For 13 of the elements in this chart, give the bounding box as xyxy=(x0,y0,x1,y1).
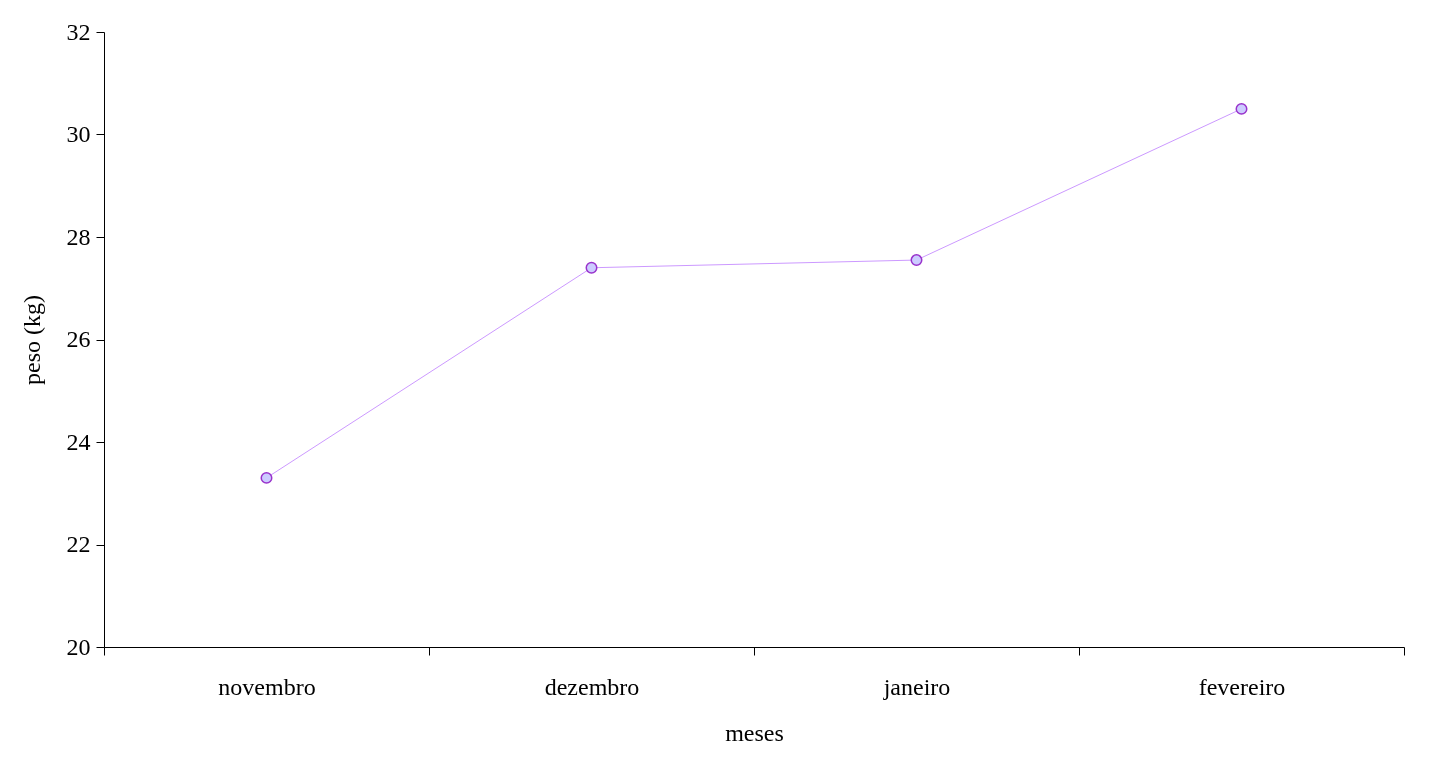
y-tick-label: 30 xyxy=(66,121,91,147)
y-tick-label: 26 xyxy=(66,326,91,352)
y-tick-label: 28 xyxy=(66,223,91,250)
x-tick-label: dezembro xyxy=(544,673,640,700)
x-tick-label: novembro xyxy=(218,673,316,700)
x-tick-label: fevereiro xyxy=(1198,673,1286,700)
y-tick-label: 32 xyxy=(66,18,91,45)
y-tick-label: 22 xyxy=(66,531,91,557)
x-tick-label: janeiro xyxy=(882,673,951,700)
y-tick-label: 24 xyxy=(66,428,91,455)
y-axis-title: peso (kg) xyxy=(18,295,45,385)
x-axis-title: meses xyxy=(725,719,784,746)
y-tick-label: 20 xyxy=(66,633,91,660)
